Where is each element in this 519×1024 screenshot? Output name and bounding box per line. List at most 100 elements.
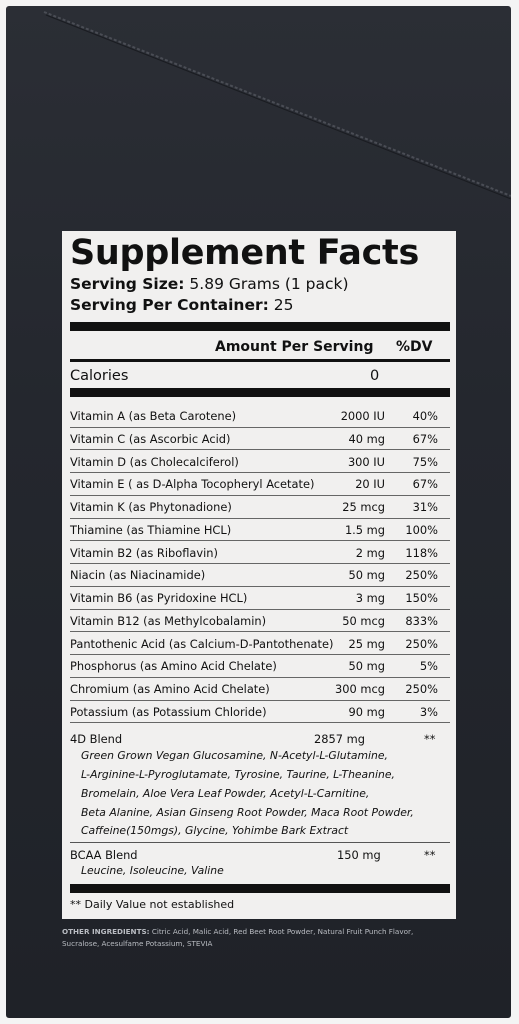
- nutrient-row: Vitamin A (as Beta Carotene) 2000 IU 40%: [70, 405, 450, 428]
- row-divider: [70, 472, 450, 474]
- nutrient-dv: 3%: [419, 704, 438, 719]
- nutrient-row: Vitamin C (as Ascorbic Acid) 40 mg 67%: [70, 428, 450, 451]
- nutrient-dv: 75%: [412, 454, 438, 469]
- nutrient-name: Vitamin D (as Cholecalciferol): [70, 454, 239, 469]
- blend-4d-ingredients-line: L-Arginine-L-Pyroglutamate, Tyrosine, Ta…: [81, 768, 395, 781]
- nutrient-dv: 118%: [405, 545, 438, 560]
- nutrient-amount: 3 mg: [355, 591, 385, 605]
- nutrient-name: Phosphorus (as Amino Acid Chelate): [70, 659, 277, 674]
- row-divider: [70, 517, 450, 519]
- nutrient-amount: 1.5 mg: [344, 522, 385, 537]
- blend-4d-dv: **: [424, 732, 436, 746]
- nutrient-row: Vitamin B12 (as Methylcobalamin) 50 mcg 83…: [70, 610, 450, 633]
- row-divider: [70, 426, 450, 428]
- nutrient-name: Thiamine (as Thiamine HCL): [70, 522, 232, 537]
- other-ingredients-label: OTHER INGREDIENTS:: [62, 927, 150, 936]
- nutrient-row: Vitamin E ( as D-Alpha Tocopheryl Acetat…: [70, 473, 450, 496]
- blend-4d-ingredients-line: Green Grown Vegan Glucosamine, N-Acetyl-…: [81, 749, 388, 762]
- thick-divider: [70, 322, 450, 331]
- nutrient-row: Potassium (as Potassium Chloride) 90 mg 3%: [70, 701, 450, 724]
- header-dv: %DV: [396, 339, 433, 355]
- nutrient-row: Niacin (as Niacinamide) 50 mg 250%: [70, 564, 450, 587]
- nutrient-amount: 300 mcg: [335, 682, 385, 696]
- row-divider: [70, 842, 450, 843]
- row-divider: [70, 563, 450, 565]
- row-divider: [70, 608, 450, 610]
- nutrient-dv: 250%: [405, 568, 438, 583]
- nutrient-amount: 2000 IU: [340, 409, 385, 423]
- row-divider: [70, 722, 450, 724]
- blend-4d-ingredients-line: Beta Alanine, Asian Ginseng Root Powder,…: [81, 806, 414, 819]
- row-divider: [70, 699, 450, 701]
- nutrient-name: Vitamin E ( as D-Alpha Tocopheryl Acetat…: [70, 477, 315, 492]
- nutrient-amount: 90 mg: [348, 704, 385, 719]
- nutrient-name: Potassium (as Potassium Chloride): [70, 704, 267, 719]
- nutrient-dv: 250%: [405, 682, 438, 696]
- nutrient-dv: 40%: [412, 409, 438, 423]
- nutrient-amount: 2 mg: [355, 545, 385, 560]
- nutrient-name: Vitamin C (as Ascorbic Acid): [70, 431, 231, 446]
- nutrient-row: Thiamine (as Thiamine HCL) 1.5 mg 100%: [70, 519, 450, 542]
- nutrient-name: Vitamin B6 (as Pyridoxine HCL): [70, 591, 248, 605]
- nutrient-amount: 50 mcg: [342, 613, 385, 628]
- nutrient-dv: 100%: [405, 522, 438, 537]
- thick-divider: [70, 388, 450, 397]
- nutrient-name: Pantothenic Acid (as Calcium-D-Pantothen…: [70, 636, 334, 651]
- nutrient-row: Vitamin B6 (as Pyridoxine HCL) 3 mg 150%: [70, 587, 450, 610]
- nutrient-name: Vitamin B12 (as Methylcobalamin): [70, 613, 267, 628]
- nutrient-row: Vitamin B2 (as Riboflavin) 2 mg 118%: [70, 542, 450, 565]
- nutrient-row: Phosphorus (as Amino Acid Chelate) 50 mg 5…: [70, 655, 450, 678]
- nutrient-row: Chromium (as Amino Acid Chelate) 300 mcg 2…: [70, 678, 450, 701]
- nutrient-dv: 5%: [419, 659, 438, 674]
- blend-bcaa-amount: 150 mg: [337, 848, 381, 862]
- calories-value: 0: [370, 368, 380, 384]
- nutrient-amount: 300 IU: [347, 454, 385, 469]
- footnote: ** Daily Value not established: [70, 898, 235, 911]
- nutrient-amount: 40 mg: [348, 431, 385, 446]
- nutrient-amount: 25 mg: [348, 636, 385, 651]
- row-divider: [70, 540, 450, 542]
- nutrient-row: Vitamin K (as Phytonadione) 25 mcg 31%: [70, 496, 450, 519]
- row-divider: [70, 654, 450, 656]
- nutrient-dv: 31%: [412, 500, 438, 514]
- row-divider: [70, 494, 450, 496]
- blend-4d-ingredients-line: Bromelain, Aloe Vera Leaf Powder, Acetyl…: [81, 787, 370, 800]
- nutrient-name: Vitamin B2 (as Riboflavin): [70, 545, 218, 560]
- thick-divider: [70, 884, 450, 893]
- blend-bcaa-name: BCAA Blend: [70, 848, 138, 862]
- box-flap-fold: [43, 11, 511, 200]
- blend-4d-name: 4D Blend: [70, 732, 123, 746]
- servings-per-container: Serving Per Container: 25: [70, 296, 294, 314]
- blend-4d-amount: 2857 mg: [314, 732, 365, 746]
- row-divider: [70, 449, 450, 451]
- nutrient-name: Vitamin A (as Beta Carotene): [70, 409, 237, 423]
- nutrient-name: Vitamin K (as Phytonadione): [70, 500, 232, 514]
- row-divider: [70, 585, 450, 587]
- nutrient-amount: 25 mcg: [342, 500, 385, 514]
- blend-bcaa-ingredients-line: Leucine, Isoleucine, Valine: [81, 864, 224, 877]
- nutrient-dv: 67%: [412, 477, 438, 492]
- serving-size: Serving Size: 5.89 Grams (1 pack): [70, 275, 349, 293]
- blend-4d-ingredients-line: Caffeine(150mgs), Glycine, Yohimbe Bark …: [81, 824, 349, 837]
- nutrient-row: Pantothenic Acid (as Calcium-D-Pantothen…: [70, 633, 450, 656]
- panel-title: Supplement Facts: [70, 233, 419, 273]
- nutrient-name: Niacin (as Niacinamide): [70, 568, 206, 583]
- supplement-facts-label: Supplement Facts Serving Size: 5.89 Gram…: [62, 231, 456, 919]
- row-divider: [70, 631, 450, 633]
- header-amount: Amount Per Serving: [215, 339, 374, 355]
- nutrient-amount: 50 mg: [348, 659, 385, 674]
- other-ingredients-line1: Citric Acid, Malic Acid, Red Beet Root P…: [151, 927, 414, 936]
- nutrient-row: Vitamin D (as Cholecalciferol) 300 IU 75%: [70, 451, 450, 474]
- other-ingredients: OTHER INGREDIENTS: Citric Acid, Malic Ac…: [62, 926, 472, 949]
- nutrient-amount: 50 mg: [348, 568, 385, 583]
- row-divider: [70, 676, 450, 678]
- nutrient-name: Chromium (as Amino Acid Chelate): [70, 682, 270, 696]
- nutrient-dv: 150%: [405, 591, 438, 605]
- blend-bcaa-dv: **: [424, 848, 436, 862]
- nutrient-dv: 833%: [405, 613, 438, 628]
- medium-divider: [70, 359, 450, 362]
- nutrient-dv: 67%: [412, 431, 438, 446]
- calories-label: Calories: [70, 368, 129, 384]
- other-ingredients-line2: Sucralose, Acesulfame Potassium, STEVIA: [62, 938, 213, 948]
- nutrient-amount: 20 IU: [355, 477, 385, 492]
